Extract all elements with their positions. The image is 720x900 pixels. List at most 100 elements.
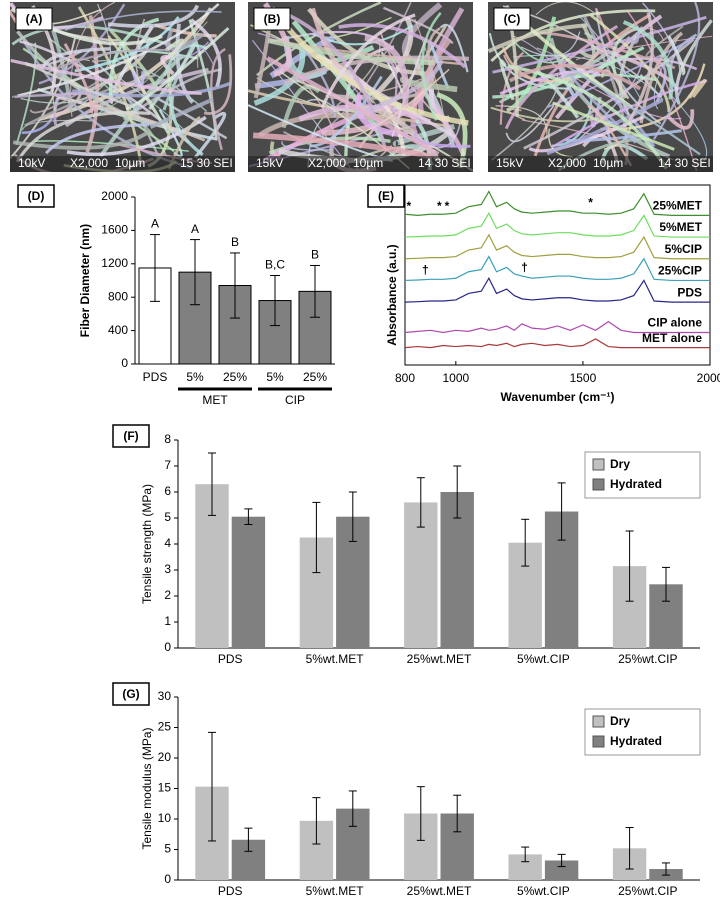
fibres	[248, 2, 473, 172]
fibre	[17, 2, 220, 98]
panel-label-box	[15, 7, 53, 31]
fibre	[563, 63, 701, 156]
image-caption: 10µm	[353, 156, 383, 170]
fibre	[10, 58, 202, 96]
legend-label: Hydrated	[610, 477, 662, 491]
fibre	[41, 47, 111, 69]
fibre	[149, 98, 214, 129]
fibre	[622, 20, 674, 100]
annotation: †	[422, 263, 429, 277]
y-tick-label: 6	[164, 484, 171, 498]
panel-label: (G)	[122, 687, 139, 701]
panel-label: (E)	[378, 189, 394, 203]
legend-swatch	[592, 715, 605, 728]
panel-label-box	[17, 184, 55, 208]
x-tick-label: 1000	[442, 371, 469, 385]
fibre	[166, 27, 205, 52]
fibre	[490, 9, 656, 62]
spectrum	[404, 276, 710, 303]
fibre	[44, 123, 150, 155]
fibre	[252, 132, 433, 160]
fibre	[582, 133, 620, 164]
fibre	[495, 105, 548, 139]
x-tick-label: 25%wt.CIP	[618, 652, 677, 666]
y-tick-label: 5	[164, 510, 171, 524]
fibre	[421, 12, 442, 121]
image-caption: 10µm	[115, 156, 145, 170]
y-tick-label: 25	[158, 720, 172, 734]
fibre	[565, 129, 682, 142]
fibre	[64, 10, 222, 31]
fibre	[499, 69, 601, 96]
fibre	[687, 78, 707, 99]
y-tick-label: 20	[158, 750, 172, 764]
sem-image: 15kV X2,000 10µm 14 30 SEI (C)	[488, 2, 713, 172]
x-tick-label: 25%wt.CIP	[618, 884, 677, 898]
fibre	[256, 2, 382, 77]
fibre	[203, 54, 233, 115]
x-tick-label: 2000	[697, 371, 720, 385]
spectrum	[404, 338, 710, 349]
series-label: MET alone	[642, 331, 702, 345]
fibre	[20, 75, 112, 104]
fibre	[626, 31, 640, 44]
fibre	[439, 23, 469, 73]
x-tick-label: 5%wt.CIP	[517, 652, 570, 666]
image-caption: 14 30 SEI	[658, 156, 711, 170]
y-tick-label: 1600	[101, 223, 128, 237]
fibre	[508, 63, 642, 91]
image-caption: 15kV	[256, 156, 283, 170]
fibre	[12, 128, 152, 150]
panel-label-box	[112, 682, 150, 706]
y-tick-label: 0	[164, 872, 171, 886]
spectrum	[404, 211, 710, 238]
fibre	[546, 98, 664, 156]
fibre	[364, 34, 409, 109]
legend-label: Hydrated	[610, 734, 662, 748]
panel-label-box	[367, 184, 405, 208]
y-tick-label: 0	[121, 356, 128, 370]
series-label: CIP alone	[648, 316, 703, 330]
significance-letter: A	[151, 217, 159, 231]
panel-label: (C)	[504, 12, 521, 26]
fibre	[266, 56, 440, 156]
series-label: 25%MET	[653, 199, 703, 213]
x-tick-label: PDS	[218, 652, 243, 666]
significance-letter: B	[231, 235, 239, 249]
fibre	[535, 2, 599, 17]
bar	[544, 860, 579, 880]
fibre	[45, 48, 168, 75]
fibre	[24, 61, 136, 109]
significance-letter: B	[311, 248, 319, 262]
x-tick-label: 5%	[266, 370, 284, 384]
fibre	[77, 6, 143, 164]
y-axis-label: Fiber Diameter (nm)	[78, 224, 92, 337]
fibre	[70, 2, 116, 117]
series-label: PDS	[677, 285, 702, 299]
fibre	[210, 48, 226, 151]
image-caption: X2,000	[70, 156, 108, 170]
image-caption: 15kV	[496, 156, 523, 170]
caption-bar	[488, 156, 713, 172]
x-tick-label: 25%wt.MET	[407, 652, 472, 666]
y-tick-label: 7	[164, 458, 171, 472]
fibre	[551, 79, 708, 149]
x-tick-label: 800	[395, 371, 415, 385]
spectrum	[404, 320, 710, 334]
fibre	[642, 2, 681, 87]
fibre	[15, 111, 151, 163]
y-axis-label: Absorbance (a.u.)	[385, 244, 399, 345]
fibre	[374, 16, 414, 96]
fibre	[499, 59, 515, 101]
fibre	[331, 64, 457, 139]
fibre	[346, 68, 450, 140]
image-caption: X2,000	[308, 156, 346, 170]
y-tick-label: 1	[164, 614, 171, 628]
legend-label: Dry	[610, 457, 630, 471]
y-tick-label: 15	[158, 781, 172, 795]
x-tick-label: 25%wt.MET	[407, 884, 472, 898]
fibre	[604, 27, 665, 46]
fibre	[492, 46, 645, 99]
fibre	[645, 25, 684, 58]
